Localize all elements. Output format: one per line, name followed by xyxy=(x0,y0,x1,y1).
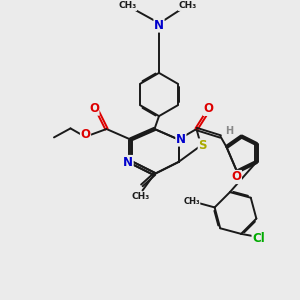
Text: N: N xyxy=(154,19,164,32)
Text: O: O xyxy=(203,102,214,116)
Text: N: N xyxy=(176,133,186,146)
Text: O: O xyxy=(89,102,99,115)
Text: O: O xyxy=(231,170,242,184)
Text: CH₃: CH₃ xyxy=(118,2,136,10)
Text: CH₃: CH₃ xyxy=(132,192,150,201)
Text: CH₃: CH₃ xyxy=(178,2,196,10)
Text: N: N xyxy=(123,155,133,169)
Text: CH₃: CH₃ xyxy=(183,197,200,206)
Text: S: S xyxy=(198,139,207,152)
Text: O: O xyxy=(80,128,91,142)
Text: H: H xyxy=(225,126,233,136)
Text: Cl: Cl xyxy=(252,232,265,245)
